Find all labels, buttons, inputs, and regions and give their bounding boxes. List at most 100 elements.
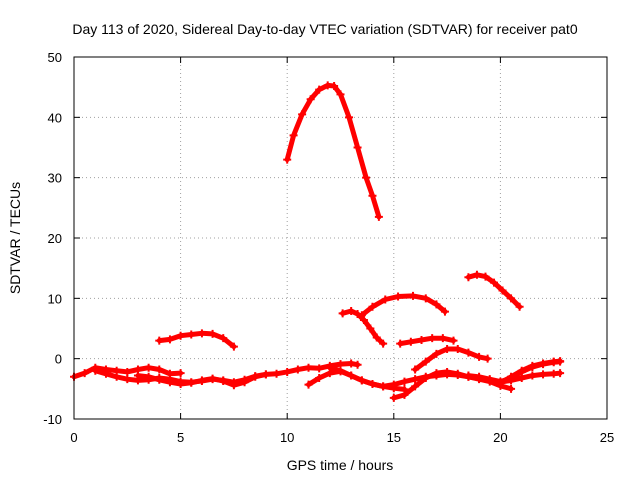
x-tick-label: 25 xyxy=(600,430,614,445)
data-point xyxy=(304,380,313,389)
y-tick-label: 10 xyxy=(48,291,62,306)
data-point xyxy=(475,372,484,381)
data-point xyxy=(368,380,377,389)
data-point xyxy=(298,110,307,119)
chart-title: Day 113 of 2020, Sidereal Day-to-day VTE… xyxy=(72,21,577,37)
data-point xyxy=(438,334,447,343)
data-point xyxy=(379,382,388,391)
data-point xyxy=(507,294,516,303)
data-point xyxy=(421,294,430,303)
data-point xyxy=(219,376,228,385)
data-point xyxy=(336,366,345,375)
data-point xyxy=(144,372,153,381)
data-point xyxy=(498,286,507,295)
data-point xyxy=(464,371,473,380)
data-point xyxy=(133,371,142,380)
y-tick-label: 40 xyxy=(48,110,62,125)
data-point xyxy=(507,384,516,393)
data-point xyxy=(556,357,565,366)
data-point xyxy=(357,311,366,320)
data-point xyxy=(453,369,462,378)
data-point xyxy=(315,364,324,373)
data-point xyxy=(208,329,217,338)
data-point xyxy=(336,90,345,99)
data-point xyxy=(490,278,499,287)
x-tick-label: 20 xyxy=(493,430,507,445)
y-tick-label: 30 xyxy=(48,171,62,186)
data-point xyxy=(517,366,526,375)
y-tick-label: -10 xyxy=(43,412,62,427)
data-point xyxy=(240,378,249,387)
data-point xyxy=(556,369,565,378)
data-point xyxy=(421,373,430,382)
data-point xyxy=(421,357,430,366)
data-point xyxy=(362,173,371,182)
data-point xyxy=(400,377,409,386)
data-point xyxy=(347,371,356,380)
data-point xyxy=(330,81,339,90)
data-point xyxy=(165,335,174,344)
data-point xyxy=(443,367,452,376)
data-point xyxy=(144,363,153,372)
data-point xyxy=(485,375,494,384)
data-point xyxy=(197,329,206,338)
ticks: 0 5 10 15 20 25 -10 0 10 20 30 40 50 xyxy=(43,50,614,445)
grid xyxy=(74,57,607,419)
x-tick-label: 15 xyxy=(387,430,401,445)
data-point xyxy=(432,369,441,378)
data-point xyxy=(155,365,164,374)
data-point xyxy=(345,113,354,122)
data-point xyxy=(176,380,185,389)
data-point xyxy=(475,352,484,361)
data-point xyxy=(539,359,548,368)
data-point xyxy=(187,330,196,339)
data-point xyxy=(165,378,174,387)
data-point xyxy=(283,155,292,164)
data-point xyxy=(219,334,228,343)
data-point xyxy=(293,365,302,374)
y-tick-label: 0 xyxy=(55,352,62,367)
data-point xyxy=(389,380,398,389)
data-point xyxy=(440,307,449,316)
data-point xyxy=(155,375,164,384)
data-point xyxy=(453,345,462,354)
data-point xyxy=(507,372,516,381)
data-point xyxy=(368,191,377,200)
data-point xyxy=(123,367,132,376)
data-point xyxy=(176,369,185,378)
data-point xyxy=(353,360,362,369)
x-axis-title: GPS time / hours xyxy=(287,457,394,473)
data-point xyxy=(496,378,505,387)
data-point xyxy=(91,366,100,375)
x-tick-label: 5 xyxy=(177,430,184,445)
data-point xyxy=(515,302,524,311)
x-tick-label: 0 xyxy=(70,430,77,445)
data-point xyxy=(315,85,324,94)
data-point xyxy=(347,359,356,368)
data-point xyxy=(381,295,390,304)
data-point xyxy=(483,354,492,363)
data-point xyxy=(315,373,324,382)
data-point xyxy=(197,376,206,385)
data-point xyxy=(396,339,405,348)
data-point xyxy=(432,349,441,358)
data-point xyxy=(372,333,381,342)
data-point xyxy=(229,342,238,351)
data-point xyxy=(306,95,315,104)
data-point xyxy=(389,393,398,402)
data-point xyxy=(539,370,548,379)
data-point xyxy=(432,300,441,309)
data-point xyxy=(528,361,537,370)
data-point xyxy=(464,348,473,357)
data-point xyxy=(528,371,537,380)
y-tick-label: 20 xyxy=(48,231,62,246)
data-point xyxy=(289,131,298,140)
data-point xyxy=(353,143,362,152)
data-point xyxy=(366,324,375,333)
data-point xyxy=(338,309,347,318)
data-point xyxy=(379,339,388,348)
data-point xyxy=(187,378,196,387)
data-point xyxy=(368,302,377,311)
x-tick-label: 10 xyxy=(280,430,294,445)
